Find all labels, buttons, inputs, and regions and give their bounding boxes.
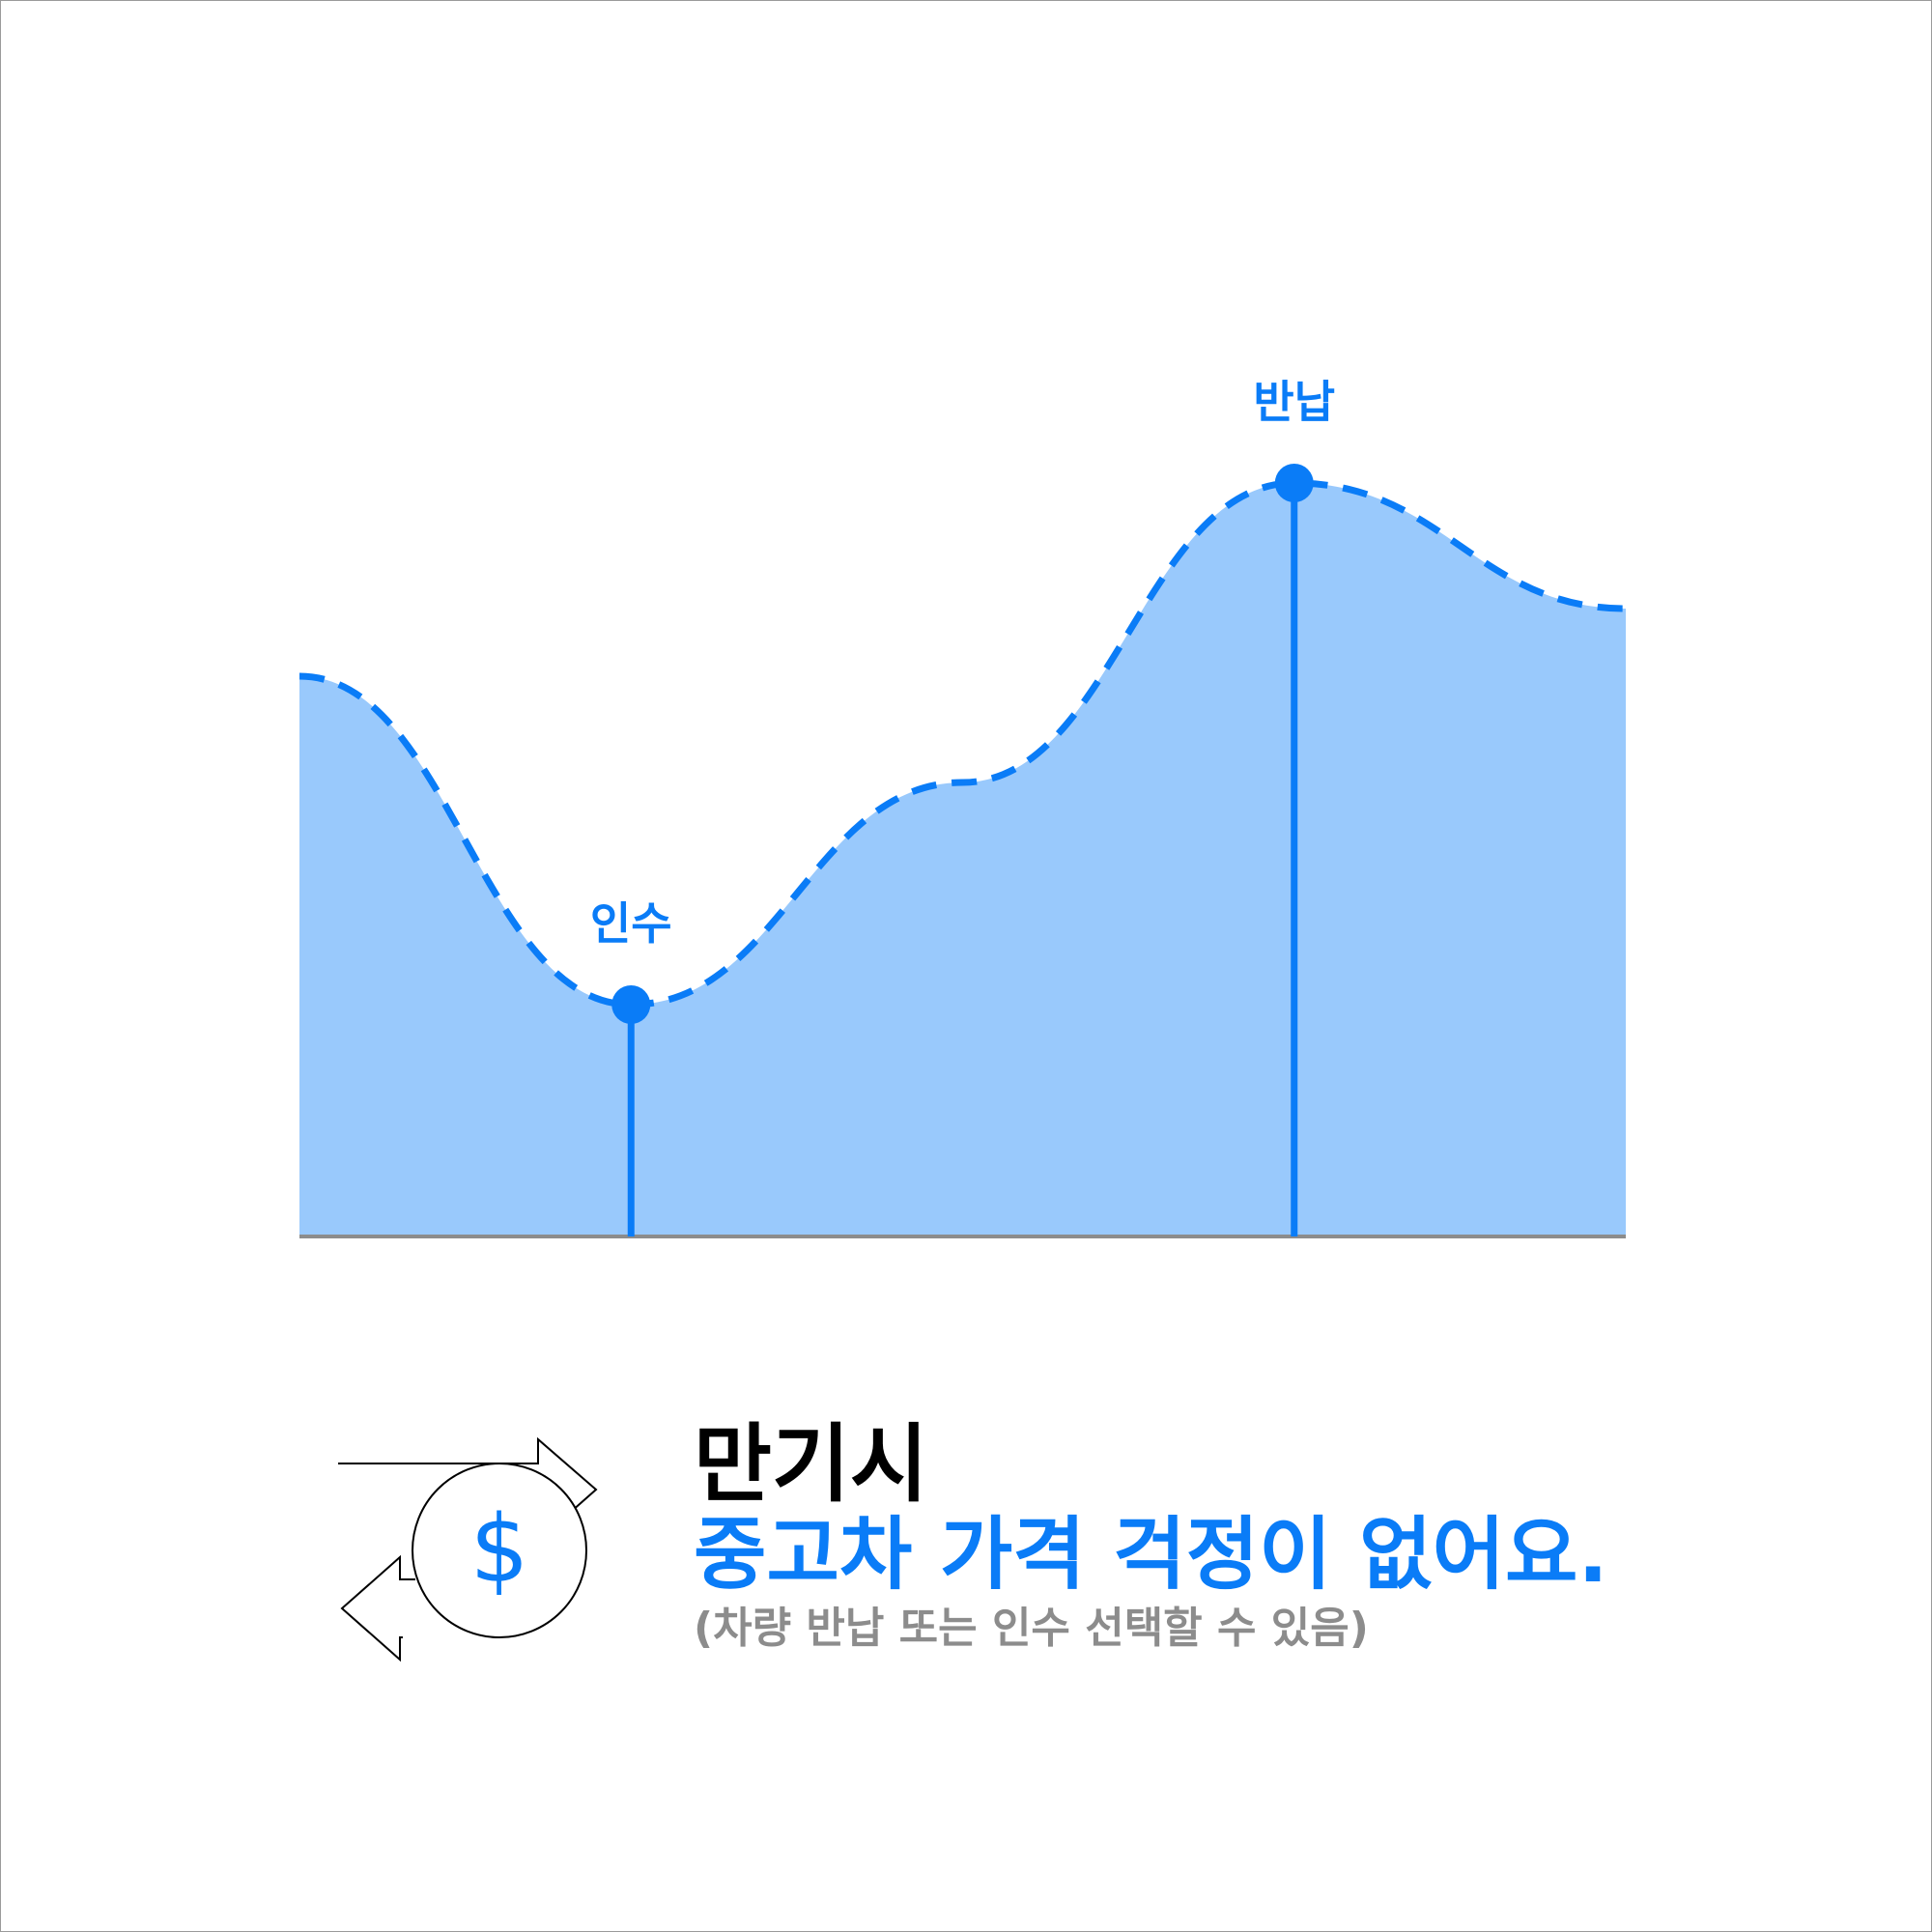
point-label-0: 인수 — [590, 897, 672, 950]
money-exchange-icon: $ — [333, 1435, 628, 1666]
dashed-curve-line — [298, 479, 1627, 1009]
headline-title: 만기시 — [694, 1414, 928, 1514]
arrow-left-icon — [340, 1554, 415, 1662]
dollar-icon: $ — [469, 1495, 528, 1604]
point-marker-1 — [1274, 464, 1314, 502]
headline-note: (차량 반납 또는 인수 선택할 수 있음) — [694, 1604, 1369, 1653]
area-fill — [299, 483, 1626, 1236]
point-marker-0 — [611, 985, 651, 1024]
point-label-1: 반납 — [1253, 376, 1335, 428]
headline-block: 만기시 중고차 가격 걱정이 없어요. (차량 반납 또는 인수 선택할 수 있… — [694, 1420, 1853, 1656]
headline-subtitle: 중고차 가격 걱정이 없어요. — [694, 1509, 1608, 1601]
coin-icon — [412, 1463, 587, 1638]
